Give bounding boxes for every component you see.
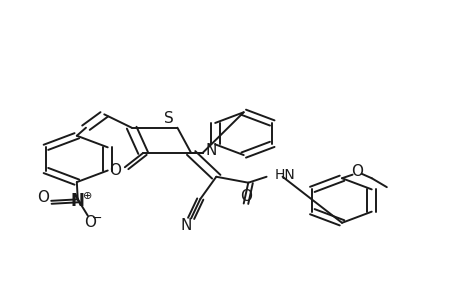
Text: O: O <box>108 163 121 178</box>
Text: N: N <box>180 218 192 233</box>
Text: ⊕: ⊕ <box>83 191 92 201</box>
Text: HN: HN <box>274 168 295 182</box>
Text: O: O <box>350 164 362 179</box>
Text: −: − <box>91 212 102 225</box>
Text: S: S <box>164 111 174 126</box>
Text: O: O <box>240 189 252 204</box>
Text: O: O <box>84 215 96 230</box>
Text: N: N <box>71 192 84 210</box>
Text: O: O <box>37 190 49 205</box>
Text: N: N <box>205 142 216 158</box>
